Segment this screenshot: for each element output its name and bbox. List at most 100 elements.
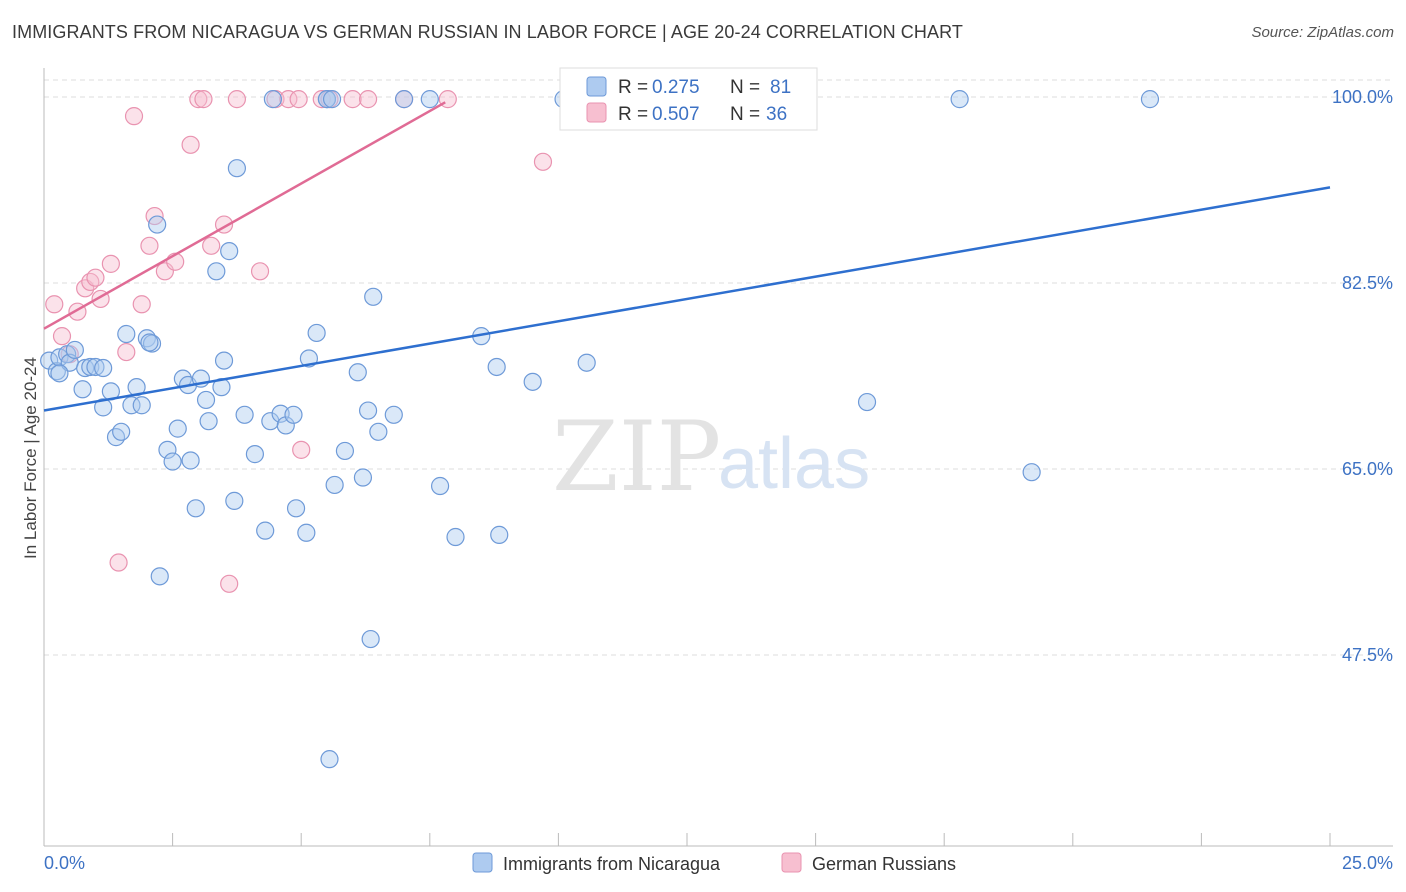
points-blue-point-38 (227, 159, 246, 178)
points-blue-point-68 (490, 525, 509, 544)
points-blue-point-69 (523, 372, 542, 391)
y-tick-labels: 47.5% 65.0% 82.5% 100.0% (1332, 87, 1393, 665)
points-pink-point-11 (124, 107, 144, 126)
points-pink-point-10 (117, 342, 136, 362)
points-blue-point-35 (214, 351, 234, 370)
points-blue-point-15 (117, 324, 136, 344)
trend-line-nicaragua (43, 186, 1331, 412)
points-blue-point-58 (358, 401, 378, 420)
points-blue-point-24 (163, 452, 182, 471)
gridlines (44, 79, 1393, 656)
legend-r-value-2: 0.507 (652, 104, 700, 125)
points-blue-point-53 (320, 750, 339, 769)
points-blue-point-59 (364, 287, 383, 306)
points-blue-point-43 (263, 90, 283, 109)
points-blue-point-78 (50, 364, 69, 383)
points-blue-point-23 (158, 440, 177, 459)
legend-r-label-1: R = (618, 77, 648, 98)
legend-n-value-2: 36 (766, 104, 787, 125)
bottom-legend-label-nicaragua: Immigrants from Nicaragua (503, 854, 721, 874)
points-blue-point-10 (94, 358, 113, 378)
points-blue-point-13 (106, 428, 126, 447)
points-pink-point-28 (292, 440, 311, 459)
points-blue-point-64 (430, 476, 450, 496)
points-blue-point-50 (307, 323, 326, 343)
points-blue-point-54 (325, 475, 344, 495)
points-blue-point-74 (950, 90, 969, 109)
points-blue-point-75 (1022, 463, 1041, 482)
points-blue-point-47 (286, 499, 306, 518)
points-blue-point-46 (284, 405, 303, 424)
points-blue-point-28 (181, 451, 200, 470)
points-blue-point-32 (199, 412, 218, 431)
points-blue-point-57 (353, 468, 373, 487)
y-tick-label-1: 65.0% (1342, 459, 1393, 479)
watermark: ZIP atlas (552, 401, 870, 513)
points-blue-point-62 (394, 90, 414, 109)
points-pink-point-12 (132, 295, 151, 314)
points-blue-point-56 (348, 363, 367, 382)
x-tick-label-max: 25.0% (1342, 853, 1393, 873)
points-blue-point-52 (317, 90, 337, 109)
trend-line-german-russians (43, 101, 446, 330)
points-blue-point-9 (86, 357, 105, 377)
legend-n-label-1: N = (730, 77, 760, 98)
legend-r-value-1: 0.275 (652, 77, 700, 98)
points-blue-point-65 (446, 527, 465, 547)
points-blue-point-16 (122, 396, 141, 415)
points-pink-point-22 (220, 574, 239, 593)
y-tick-label-0: 47.5% (1342, 645, 1393, 665)
bottom-legend-label-german-russians: German Russians (812, 854, 956, 874)
points-pink-point-0 (45, 295, 64, 314)
points-pink-point-27 (289, 90, 308, 109)
points-blue-point-73 (857, 392, 877, 412)
watermark-zip: ZIP (552, 401, 721, 513)
legend-r-label-2: R = (618, 104, 648, 125)
points-pink-point-29 (312, 90, 331, 109)
points-blue-point-5 (65, 340, 84, 360)
axes (43, 68, 1393, 847)
points-blue-point-11 (94, 398, 113, 417)
points-blue-point-63 (420, 90, 439, 109)
points-blue-point-72 (577, 353, 596, 372)
chart-title: IMMIGRANTS FROM NICARAGUA VS GERMAN RUSS… (12, 22, 963, 42)
points-pink-point-24 (250, 262, 270, 281)
points-blue-point-31 (196, 390, 216, 410)
points-pink-point-26 (279, 90, 298, 109)
points-blue-point-1 (47, 362, 66, 381)
source-label: Source: ZipAtlas.com (1251, 24, 1394, 41)
legend-swatch-pink (586, 102, 607, 123)
points-blue-point-44 (271, 404, 290, 423)
y-axis-label: In Labor Force | Age 20-24 (21, 357, 40, 559)
points-blue-point-80 (140, 333, 159, 352)
points-pink-point-18 (189, 90, 208, 109)
points-pink-point-23 (227, 90, 246, 109)
points-pink-point-20 (202, 236, 221, 255)
points-pink-point-13 (140, 236, 159, 255)
points-blue-point-6 (73, 380, 92, 399)
points-blue-point-18 (132, 396, 151, 415)
bottom-legend: Immigrants from Nicaragua German Russian… (472, 852, 956, 874)
x-tick-label-min: 0.0% (44, 853, 85, 873)
points-blue-point-37 (225, 491, 244, 510)
points-blue-point-36 (220, 242, 239, 261)
points-blue-point-67 (487, 357, 506, 377)
points-blue-point-76 (1140, 90, 1160, 109)
points-blue-point-22 (150, 567, 169, 586)
points-blue-point-61 (384, 405, 403, 424)
points-blue-point-77 (361, 629, 380, 649)
legend-n-value-1: 81 (770, 77, 791, 98)
points-pink-point-31 (343, 90, 362, 109)
points-blue-point-55 (335, 441, 355, 461)
points-blue-point-33 (207, 262, 226, 281)
points-blue-point-79 (322, 90, 342, 109)
points-blue-point-40 (245, 445, 265, 464)
points-pink-point-32 (358, 90, 378, 109)
legend-n-label-2: N = (730, 104, 760, 125)
legend-box: R = 0.275 N = 81 R = 0.507 N = 36 (559, 67, 818, 131)
points-blue-point-48 (297, 523, 316, 542)
points-pink-point-17 (181, 135, 200, 154)
points-blue-point-21 (148, 215, 167, 234)
points-pink-point-19 (194, 90, 213, 109)
trend-lines (43, 101, 1331, 412)
